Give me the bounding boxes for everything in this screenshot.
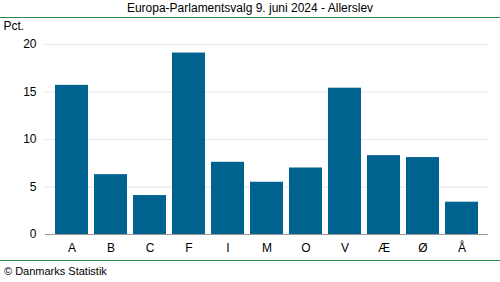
svg-text:5: 5 [30,180,37,194]
svg-text:A: A [68,241,76,255]
svg-text:M: M [262,241,272,255]
svg-text:C: C [146,241,155,255]
svg-text:Æ: Æ [378,241,390,255]
svg-text:15: 15 [23,85,37,99]
svg-text:F: F [185,241,192,255]
svg-text:20: 20 [23,37,37,51]
svg-text:V: V [341,241,349,255]
html-text:© Danmarks Statistik: © Danmarks Statistik [4,265,107,277]
svg-text:Pct.: Pct. [4,19,25,33]
svg-text:10: 10 [23,132,37,146]
svg-text:0: 0 [30,227,37,241]
svg-text:Ø: Ø [418,241,427,255]
svg-text:O: O [301,241,310,255]
svg-text:B: B [107,241,115,255]
svg-text:Å: Å [458,240,466,255]
svg-text:I: I [226,241,229,255]
html-text:Europa-Parlamentsvalg 9. juni: Europa-Parlamentsvalg 9. juni 2024 - All… [126,1,374,15]
